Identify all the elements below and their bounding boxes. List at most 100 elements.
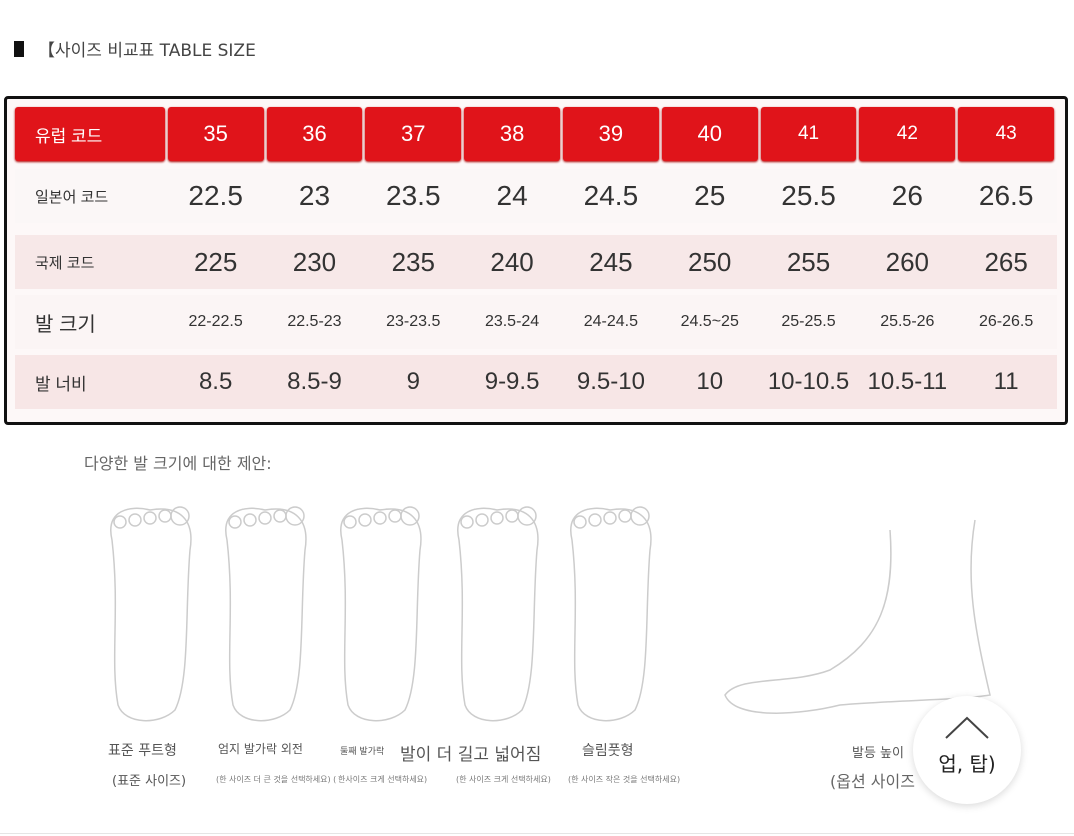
toe [158, 509, 172, 523]
table-row: 국제 코드 225 230 235 240 245 250 255 260 265 [15, 235, 1057, 289]
toe [170, 506, 190, 526]
toe [128, 513, 142, 527]
page-title: 【사이즈 비교표 TABLE SIZE [14, 36, 256, 61]
table-cell: 8.5 [198, 368, 233, 395]
table-cell: 23.5-24 [484, 313, 540, 330]
foot-type-name: 슬림풋형 [582, 743, 634, 759]
row-label: 발 크기 [35, 313, 96, 336]
table-cell: 25.5-26 [880, 313, 935, 330]
toe [400, 506, 420, 526]
table-cell: 230 [292, 246, 337, 277]
toe [343, 515, 357, 529]
table-cell: 240 [490, 246, 534, 277]
table-cell: 26-26.5 [979, 313, 1034, 330]
table-cell: 22-22.5 [188, 313, 243, 330]
table-cell: 36 [266, 107, 363, 161]
table-cell: 43 [958, 107, 1055, 161]
table-cell: 250 [688, 246, 732, 277]
table-cell: 25 [694, 180, 726, 211]
table-cell: 9.5-10 [576, 368, 645, 395]
instep-note: (옵션 사이즈 [830, 772, 915, 791]
foot-outline [225, 507, 307, 722]
table-cell: 235 [391, 246, 435, 277]
table-cell: 40 [661, 107, 758, 161]
toe [573, 515, 587, 529]
chevron-up-icon [945, 716, 989, 739]
table-cell: 10 [696, 368, 724, 395]
foot-type-name: 엄지 발가락 외전 [218, 742, 303, 756]
toe [460, 515, 474, 529]
table-row: 발 크기 22-22.5 22.5-23 23-23.5 23.5-24 24-24.5 2… [15, 295, 1057, 349]
table-cell: 23-23.5 [386, 313, 441, 330]
table-cell: 24.5 [583, 180, 639, 211]
toe [258, 511, 272, 525]
toe [243, 513, 257, 527]
table-cell: 9 [406, 368, 420, 395]
toe [143, 511, 157, 525]
toe [228, 515, 242, 529]
foot-type-name: 발이 더 길고 넓어짐 [400, 745, 542, 765]
toe [490, 511, 504, 525]
toe [588, 513, 602, 527]
size-table: 유럽 코드 35 36 37 38 39 40 41 42 43 일본어 코드 22.5 23 23.5 2… [4, 96, 1068, 425]
foot-outline [110, 507, 192, 722]
toe [388, 509, 402, 523]
caption: 다양한 발 크기에 대한 제안: [84, 454, 272, 473]
table-cell: 25-25.5 [781, 313, 836, 330]
foot-outline [570, 507, 652, 722]
toe [618, 509, 632, 523]
foot-type-note: (한 사이즈 크게 선택하세요) [456, 775, 551, 784]
table-cell: 39 [562, 107, 659, 161]
foot-type-prefix: 둘째 발가락 [340, 747, 385, 757]
table-cell: 245 [589, 246, 633, 277]
table-cell: 24 [496, 180, 528, 211]
foot-type-note: (한 사이즈 작은 것을 선택하세요) [568, 775, 681, 784]
table-row: 발 너비 8.5 8.5-9 9 9-9.5 9.5-10 10 10-10.5 10.5-11… [15, 355, 1057, 409]
table-cell: 255 [786, 246, 831, 277]
toe [273, 509, 287, 523]
table-cell: 23.5 [386, 180, 441, 211]
table-cell: 225 [193, 246, 238, 277]
table-cell: 24-24.5 [583, 313, 639, 330]
foot-type-note: (표준 사이즈) [112, 774, 187, 789]
table-cell: 41 [760, 107, 857, 161]
foot-type-note: (한 사이즈 더 큰 것을 선택하세요) ( [216, 775, 337, 784]
table-cell: 38 [464, 107, 560, 161]
table-cell: 23 [298, 180, 331, 211]
table-cell: 10.5-11 [867, 368, 948, 395]
table-cell: 11 [993, 368, 1019, 395]
row-label: 국제 코드 [35, 254, 95, 272]
table-cell: 37 [365, 107, 462, 161]
toe [113, 515, 127, 529]
foot-type-name: 표준 푸트형 [108, 743, 177, 759]
table-row: 유럽 코드 35 36 37 38 39 40 41 42 43 [15, 107, 1057, 161]
scroll-top-button[interactable]: 업, 탑) [913, 696, 1021, 804]
instep-foot-drawing [724, 519, 991, 714]
toe [603, 511, 617, 525]
table-cell: 26 [891, 180, 923, 211]
feet-illustration [110, 506, 991, 722]
instep-label: 발등 높이 [852, 746, 904, 761]
table-cell: 26.5 [978, 180, 1034, 211]
divider [0, 833, 1074, 834]
toe [373, 511, 387, 525]
table-cell: 22.5 [188, 180, 243, 211]
row-label: 유럽 코드 [15, 107, 165, 161]
row-label: 발 너비 [35, 374, 87, 394]
toe [475, 513, 489, 527]
table-cell: 8.5-9 [287, 368, 342, 395]
toe [358, 513, 372, 527]
toe [285, 506, 305, 526]
table-cell: 10-10.5 [767, 368, 850, 395]
title-text: 【사이즈 비교표 TABLE SIZE [38, 41, 256, 61]
table-cell: 35 [167, 107, 264, 161]
square-bullet-icon [14, 40, 24, 57]
toe [517, 506, 537, 526]
toe [505, 509, 519, 523]
table-row: 일본어 코드 22.5 23 23.5 24 24.5 25 25.5 26 26.5 [15, 169, 1057, 223]
foot-outline [340, 507, 422, 722]
table-cell: 22.5-23 [287, 313, 342, 330]
table-cell: 260 [885, 246, 930, 277]
row-label: 일본어 코드 [35, 188, 109, 206]
table-cell: 42 [859, 107, 956, 161]
